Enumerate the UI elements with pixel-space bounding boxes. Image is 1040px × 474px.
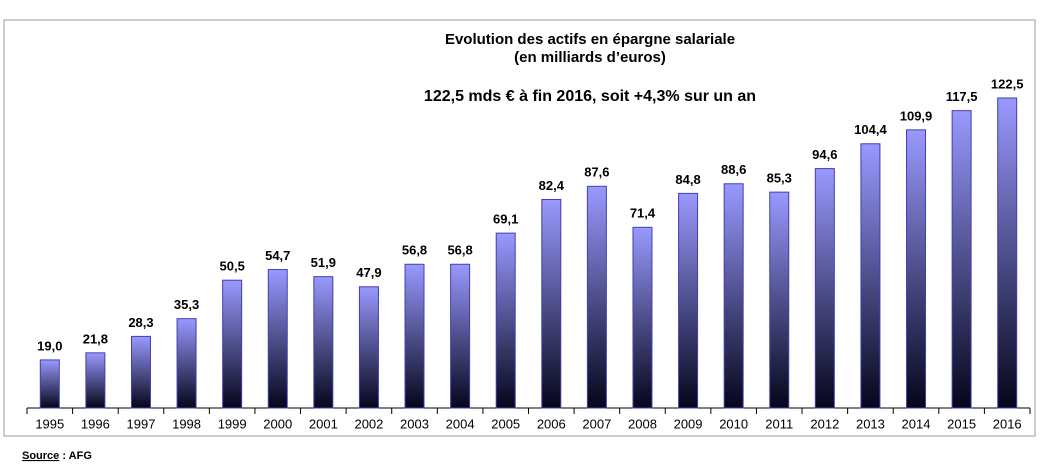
- x-tick-label: 2008: [628, 416, 657, 431]
- bar: [541, 198, 562, 409]
- bar: [313, 276, 334, 409]
- bar: [130, 335, 151, 409]
- chart-subtitle: 122,5 mds € à fin 2016, soit +4,3% sur u…: [424, 88, 756, 105]
- value-label: 84,8: [675, 172, 700, 187]
- bar: [176, 318, 197, 409]
- chart-title: Evolution des actifs en épargne salarial…: [445, 31, 735, 48]
- bar: [906, 129, 927, 409]
- x-tick-label: 2013: [856, 416, 885, 431]
- x-tick-label: 2009: [674, 416, 703, 431]
- value-label: 28,3: [128, 315, 153, 330]
- bar: [723, 183, 744, 409]
- x-tick-label: 2011: [765, 416, 793, 431]
- x-tick-label: 2010: [719, 416, 748, 431]
- value-label: 35,3: [174, 297, 199, 312]
- bar: [39, 359, 60, 409]
- x-tick-label: 2007: [582, 416, 611, 431]
- bar: [222, 279, 243, 409]
- chart-frame: [3, 19, 1036, 437]
- source-label: Source: [22, 450, 59, 462]
- x-tick-label: 2000: [263, 416, 292, 431]
- value-label: 82,4: [539, 178, 565, 193]
- bar: [769, 191, 790, 409]
- bar: [860, 143, 881, 409]
- value-label: 104,4: [854, 122, 887, 137]
- value-label: 85,3: [767, 171, 792, 186]
- x-tick-label: 1995: [35, 416, 64, 431]
- bar: [495, 232, 516, 409]
- x-tick-label: 2002: [354, 416, 383, 431]
- value-label: 19,0: [37, 338, 62, 353]
- bar: [85, 352, 106, 409]
- value-label: 21,8: [83, 331, 108, 346]
- source: Source : AFG: [22, 450, 92, 462]
- value-label: 51,9: [311, 255, 336, 270]
- value-label: 117,5: [946, 89, 978, 104]
- value-label: 109,9: [900, 108, 933, 123]
- bar: [997, 97, 1018, 409]
- value-label: 88,6: [721, 162, 746, 177]
- x-tick-label: 2003: [400, 416, 429, 431]
- bar: [814, 168, 835, 409]
- x-tick-label: 1999: [218, 416, 247, 431]
- x-tick-label: 2004: [446, 416, 475, 431]
- bar: [450, 263, 471, 409]
- value-label: 71,4: [630, 206, 656, 221]
- x-tick-label: 2014: [902, 416, 931, 431]
- bar: [267, 269, 288, 409]
- bar: [358, 286, 379, 409]
- x-tick-label: 2001: [309, 416, 338, 431]
- x-tick-label: 1996: [81, 416, 110, 431]
- value-label: 87,6: [584, 165, 609, 180]
- value-label: 122,5: [991, 76, 1024, 91]
- value-label: 47,9: [356, 265, 381, 280]
- x-tick-label: 1997: [127, 416, 156, 431]
- value-label: 50,5: [220, 259, 245, 274]
- x-tick-label: 2012: [810, 416, 839, 431]
- value-label: 56,8: [447, 243, 472, 258]
- value-label: 94,6: [812, 147, 837, 162]
- bar: [586, 185, 607, 409]
- bar: [951, 110, 972, 409]
- x-tick-label: 1998: [172, 416, 201, 431]
- value-label: 56,8: [402, 243, 427, 258]
- x-tick-label: 2016: [993, 416, 1022, 431]
- value-label: 69,1: [493, 212, 518, 227]
- x-tick-label: 2006: [537, 416, 566, 431]
- x-tick-label: 2015: [947, 416, 976, 431]
- bar: [404, 263, 425, 409]
- chart-title: (en milliards d’euros): [514, 49, 666, 66]
- x-tick-label: 2005: [491, 416, 520, 431]
- bar: [632, 226, 653, 409]
- source-text: : AFG: [59, 450, 92, 462]
- value-label: 54,7: [265, 248, 290, 263]
- bar: [678, 192, 699, 409]
